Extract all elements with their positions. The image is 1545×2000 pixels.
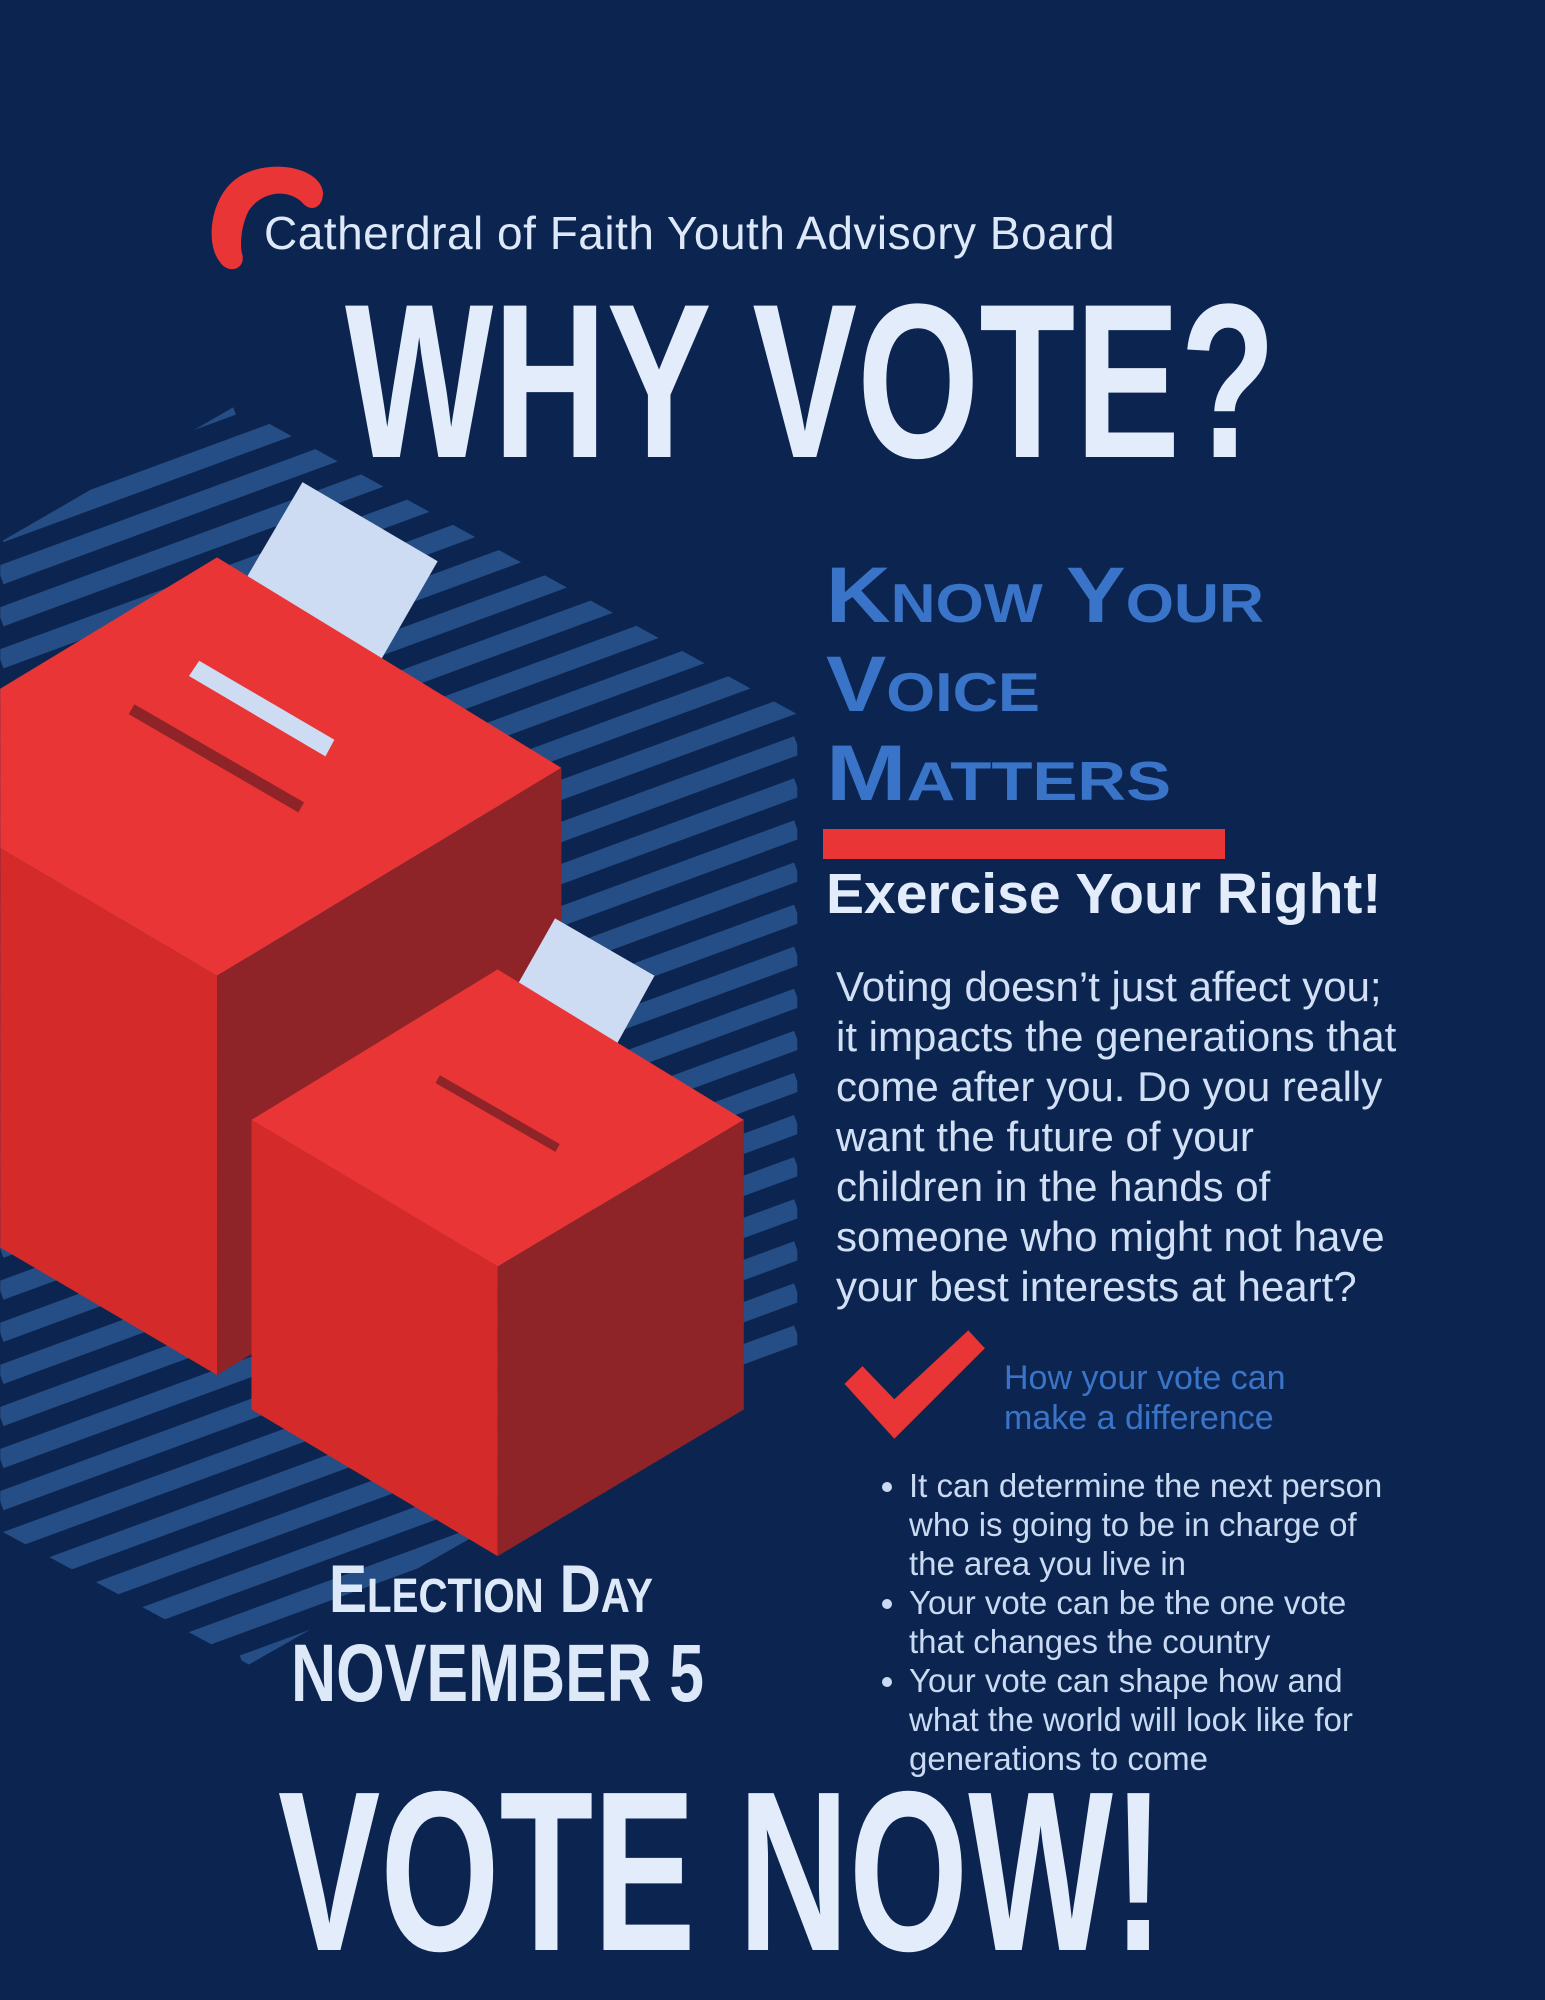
- election-date: NOVEMBER 5: [291, 1628, 704, 1719]
- difference-heading-line: How your vote can: [1004, 1359, 1286, 1397]
- heading-line: Voice: [826, 639, 1040, 728]
- paragraph-line: Voting doesn’t just affect you;: [836, 963, 1382, 1010]
- heading-line: Matters: [826, 728, 1171, 817]
- heading-line: Know Your: [826, 550, 1264, 639]
- difference-heading: How your vote can make a difference: [1004, 1358, 1286, 1438]
- large-box-slot: [128, 704, 305, 813]
- large-ballot-box: [0, 482, 562, 1375]
- red-divider-bar: [823, 829, 1225, 859]
- checkmark-icon: [844, 1330, 985, 1439]
- election-day-label: Election Day: [329, 1551, 653, 1627]
- small-box-slot: [435, 1075, 560, 1152]
- paragraph-line: come after you. Do you really: [836, 1063, 1383, 1110]
- list-item: It can determine the next person who is …: [909, 1466, 1509, 1583]
- logo-hook-icon: [211, 166, 323, 270]
- subheading: Exercise Your Right!: [826, 862, 1382, 926]
- paragraph-line: someone who might not have: [836, 1213, 1385, 1260]
- list-item: Your vote can be the one vote that chang…: [909, 1583, 1509, 1661]
- organization-name: Catherdral of Faith Youth Advisory Board: [264, 207, 1116, 259]
- difference-list: It can determine the next person who is …: [868, 1466, 1509, 1778]
- vote-now-banner: VOTE NOW!: [278, 1745, 1164, 1999]
- paragraph-line: it impacts the generations that: [836, 1013, 1397, 1060]
- paragraph-line: your best interests at heart?: [836, 1263, 1357, 1310]
- list-item: Your vote can shape how and what the wor…: [909, 1661, 1509, 1778]
- small-ballot-box: [251, 918, 744, 1557]
- paragraph-line: children in the hands of: [836, 1163, 1271, 1210]
- page-title: WHY VOTE?: [345, 258, 1276, 504]
- difference-heading-line: make a difference: [1004, 1399, 1274, 1437]
- body-paragraph: Voting doesn’t just affect you; it impac…: [836, 962, 1516, 1312]
- paragraph-line: want the future of your: [836, 1113, 1254, 1160]
